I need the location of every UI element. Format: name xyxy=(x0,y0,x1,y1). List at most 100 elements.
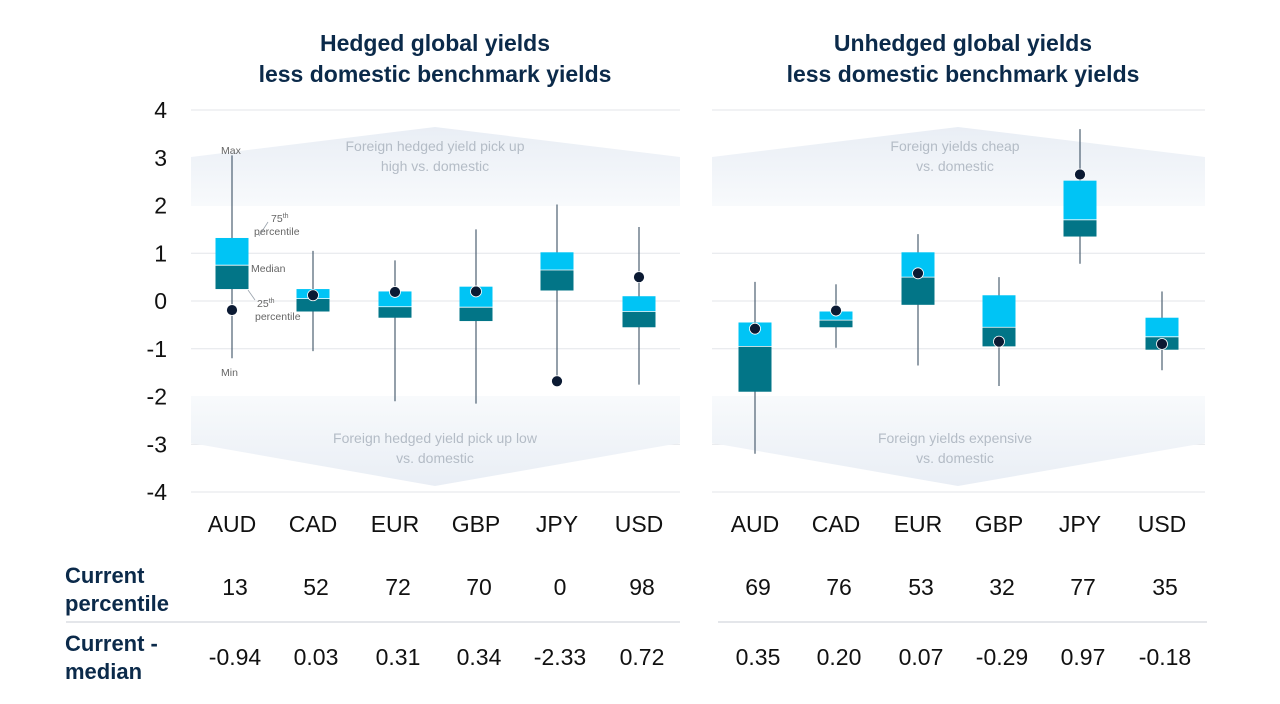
box-upper-quartile xyxy=(982,295,1016,328)
left-box-jpy: JPY xyxy=(536,204,578,537)
box-upper-quartile xyxy=(1145,317,1179,337)
left-percentile-cell: 13 xyxy=(222,574,248,600)
left-band-bottom-line2: vs. domestic xyxy=(396,450,474,466)
annotation-p25-leader xyxy=(247,289,256,301)
y-tick-label: -4 xyxy=(147,479,168,505)
y-tick-label: 2 xyxy=(154,193,167,219)
left-boxplots: AUD CAD EUR GBP JPY USD xyxy=(208,155,664,537)
left-band-top xyxy=(191,127,680,206)
y-tick-label: -1 xyxy=(147,336,167,362)
box-lower-quartile xyxy=(901,277,935,305)
box-lower-quartile xyxy=(459,307,493,322)
left-median-diff-cell: -0.94 xyxy=(209,644,262,670)
right-percentile-cell: 35 xyxy=(1152,574,1178,600)
y-axis-ticks: 4 3 2 1 0 -1 -2 -3 -4 xyxy=(147,97,168,505)
right-box-usd: USD xyxy=(1138,291,1186,537)
left-category-label: GBP xyxy=(452,511,501,537)
box-lower-quartile xyxy=(622,311,656,328)
right-median-diff-cell: 0.97 xyxy=(1061,644,1106,670)
left-title-line1: Hedged global yields xyxy=(320,30,550,56)
left-box-usd: USD xyxy=(615,226,664,537)
annotation-min: Min xyxy=(221,367,238,379)
y-tick-label: -3 xyxy=(147,431,167,457)
current-value-dot xyxy=(551,375,563,388)
current-value-dot xyxy=(226,304,238,316)
right-percentile-cell: 77 xyxy=(1070,574,1096,600)
right-percentile-cell: 76 xyxy=(826,574,852,600)
left-box-eur: EUR xyxy=(371,260,419,537)
right-box-aud: AUD xyxy=(731,281,779,537)
right-box-eur: EUR xyxy=(894,234,943,537)
right-category-label: GBP xyxy=(975,511,1024,537)
row-label-percentile-line1: Current xyxy=(65,563,145,588)
right-median-diff-cell: -0.29 xyxy=(976,644,1028,670)
box-lower-quartile xyxy=(540,269,574,291)
right-title-line1: Unhedged global yields xyxy=(834,30,1092,56)
current-value-dot xyxy=(830,304,842,317)
left-percentile-cell: 70 xyxy=(466,574,492,600)
left-box-aud: AUD xyxy=(208,155,256,537)
table-cells: 13 52 72 70 0 98 -0.94 0.03 0.31 0.34 -2.33 0.72 69 7… xyxy=(209,574,1191,670)
annotation-p75-word: percentile xyxy=(254,226,300,238)
y-tick-label: 0 xyxy=(154,288,167,314)
row-label-median-line1: Current - xyxy=(65,631,158,656)
box-lower-quartile xyxy=(215,265,249,290)
y-tick-label: 4 xyxy=(154,97,167,123)
right-band-bottom-line1: Foreign yields expensive xyxy=(878,430,1032,446)
y-tick-label: -2 xyxy=(147,384,167,410)
right-band-top-line1: Foreign yields cheap xyxy=(890,138,1019,154)
right-boxplots: AUD CAD EUR GBP JPY USD xyxy=(731,129,1186,537)
left-median-diff-cell: 0.34 xyxy=(457,644,502,670)
right-box-cad: CAD xyxy=(812,284,861,537)
right-band-bottom xyxy=(712,396,1205,486)
right-category-label: CAD xyxy=(812,511,861,537)
right-category-label: EUR xyxy=(894,511,943,537)
left-median-diff-cell: 0.72 xyxy=(620,644,665,670)
y-tick-label: 1 xyxy=(154,240,167,266)
left-box-cad: CAD xyxy=(289,250,337,537)
right-band-top-line2: vs. domestic xyxy=(916,158,994,174)
right-median-diff-cell: 0.35 xyxy=(736,644,781,670)
left-title-line2: less domestic benchmark yields xyxy=(259,61,612,87)
annotation-p25-word: percentile xyxy=(255,311,301,323)
right-panel: Unhedged global yields less domestic ben… xyxy=(712,30,1205,537)
annotation-p25: 25th xyxy=(257,298,275,310)
box-lower-quartile xyxy=(378,306,412,318)
current-value-dot xyxy=(1074,168,1086,181)
annotation-p75: 75th xyxy=(271,213,289,225)
y-tick-label: 3 xyxy=(154,145,167,171)
annotation-median: Median xyxy=(251,263,286,275)
right-median-diff-cell: 0.07 xyxy=(899,644,944,670)
current-value-dot xyxy=(1156,338,1168,350)
left-category-label: JPY xyxy=(536,511,578,537)
left-percentile-cell: 52 xyxy=(303,574,329,600)
stats-table: Current percentile Current - median 13 52… xyxy=(65,563,1207,684)
current-value-dot xyxy=(470,285,482,298)
left-median-diff-cell: 0.31 xyxy=(376,644,421,670)
right-band-bottom-line2: vs. domestic xyxy=(916,450,994,466)
box-upper-quartile xyxy=(540,252,574,270)
left-percentile-cell: 72 xyxy=(385,574,411,600)
box-upper-quartile xyxy=(1063,180,1097,220)
left-percentile-cell: 98 xyxy=(629,574,655,600)
left-category-label: USD xyxy=(615,511,664,537)
right-box-gbp: GBP xyxy=(975,277,1024,537)
current-value-dot xyxy=(633,271,645,284)
current-value-dot xyxy=(912,267,924,280)
current-value-dot xyxy=(749,322,761,335)
row-label-median-line2: median xyxy=(65,659,142,684)
left-median-diff-cell: -2.33 xyxy=(534,644,586,670)
left-band-top-line1: Foreign hedged yield pick up xyxy=(345,138,524,154)
annotation-max: Max xyxy=(221,145,242,157)
box-lower-quartile xyxy=(738,346,772,392)
left-band-bottom xyxy=(191,396,680,486)
right-percentile-cell: 69 xyxy=(745,574,771,600)
box-upper-quartile xyxy=(215,237,249,266)
current-value-dot xyxy=(993,335,1005,348)
right-percentile-cell: 53 xyxy=(908,574,934,600)
left-percentile-cell: 0 xyxy=(554,574,567,600)
right-median-diff-cell: 0.20 xyxy=(817,644,862,670)
left-band-top-line2: high vs. domestic xyxy=(381,158,489,174)
left-panel: Hedged global yields less domestic bench… xyxy=(147,30,680,537)
